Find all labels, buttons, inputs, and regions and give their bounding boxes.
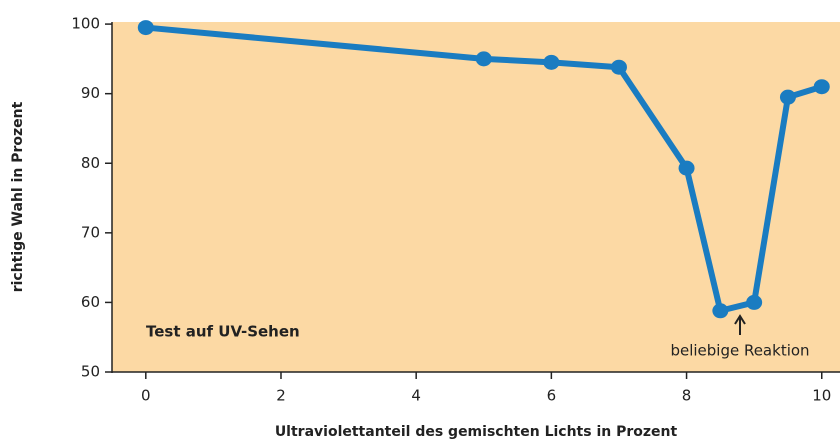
point (746, 294, 763, 310)
point (678, 160, 695, 176)
x-tick-label: 2 (276, 387, 286, 405)
point (712, 303, 729, 319)
point (137, 20, 154, 36)
y-tick-label: 60 (81, 293, 100, 311)
y-axis-title: richtige Wahl in Prozent (10, 101, 26, 292)
x-tick-label: 10 (812, 387, 831, 405)
point (610, 59, 627, 75)
point (543, 54, 560, 70)
point (813, 79, 830, 95)
y-tick-label: 100 (71, 15, 100, 33)
point (779, 89, 796, 105)
annotation-arrow (734, 314, 746, 335)
y-tick-label: 50 (81, 363, 100, 381)
x-tick-label: 0 (141, 387, 151, 405)
annotation: Test auf UV-Sehen (146, 323, 300, 341)
y-tick-label: 70 (81, 223, 100, 241)
x-tick-label: 6 (547, 387, 557, 405)
plot-area (112, 22, 840, 372)
point (475, 51, 492, 67)
annotation: beliebige Reaktion (670, 342, 809, 360)
x-axis-title: Ultraviolettanteil des gemischten Lichts… (275, 424, 678, 440)
x-tick-label: 4 (411, 387, 421, 405)
y-tick-label: 90 (81, 84, 100, 102)
x-tick-label: 8 (682, 387, 692, 405)
y-tick-label: 80 (81, 154, 100, 172)
